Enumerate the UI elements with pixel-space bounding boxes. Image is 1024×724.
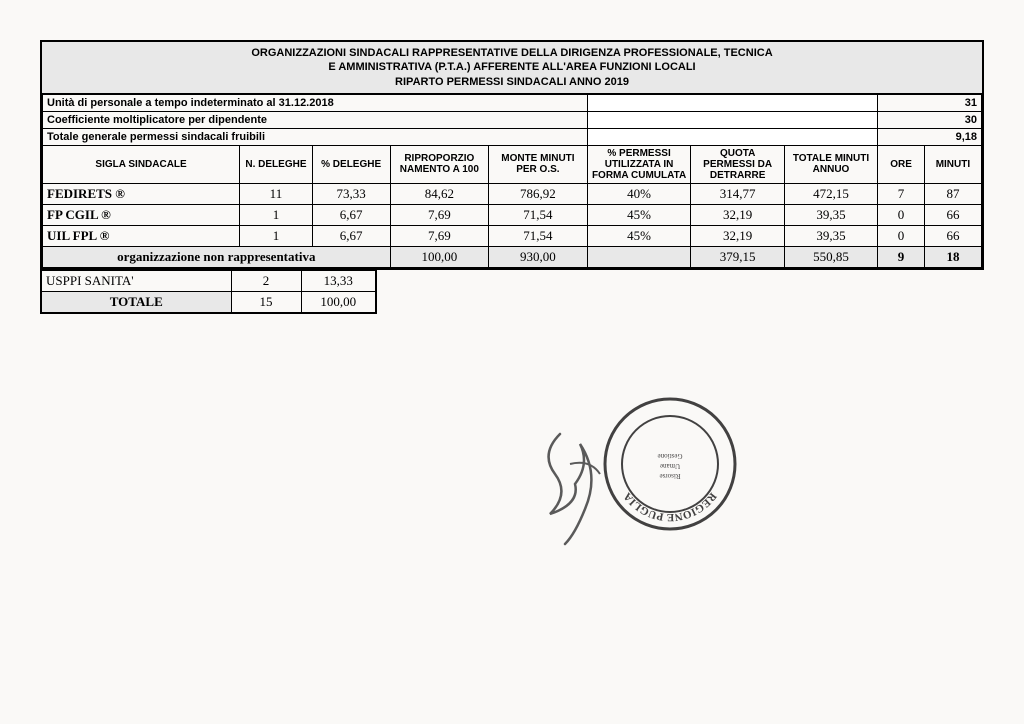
total-label: TOTALE xyxy=(41,291,231,313)
nonrep-monte: 930,00 xyxy=(489,246,588,267)
cell-ore: 0 xyxy=(878,204,925,225)
cell-quota: 32,19 xyxy=(691,225,784,246)
table-row: UIL FPL ® 1 6,67 7,69 71,54 45% 32,19 39… xyxy=(43,225,982,246)
cell-min: 87 xyxy=(924,183,981,204)
cell-ore: 0 xyxy=(878,225,925,246)
hdr-riproporzio: RIPROPORZIO NAMENTO A 100 xyxy=(390,145,489,183)
cell-pd: 73,33 xyxy=(312,183,390,204)
cell-pct: 45% xyxy=(587,225,691,246)
cell-rip: 84,62 xyxy=(390,183,489,204)
total-pd: 100,00 xyxy=(301,291,376,313)
nonrep-pct xyxy=(587,246,691,267)
info-gap-1 xyxy=(587,94,878,111)
cell-quota: 32,19 xyxy=(691,204,784,225)
extra-sigla: USPPI SANITA' xyxy=(41,270,231,291)
nonrep-tot: 550,85 xyxy=(784,246,877,267)
info-gap-3 xyxy=(587,128,878,145)
hdr-minuti: MINUTI xyxy=(924,145,981,183)
extra-nd: 2 xyxy=(231,270,301,291)
hdr-ndeleghe: N. DELEGHE xyxy=(240,145,313,183)
svg-text:Risorse: Risorse xyxy=(660,472,681,480)
total-row: TOTALE 15 100,00 xyxy=(41,291,376,313)
cell-monte: 71,54 xyxy=(489,204,588,225)
document-table: ORGANIZZAZIONI SINDACALI RAPPRESENTATIVE… xyxy=(40,40,984,270)
cell-rip: 7,69 xyxy=(390,225,489,246)
title-line-3: RIPARTO PERMESSI SINDACALI ANNO 2019 xyxy=(48,75,976,89)
extra-pd: 13,33 xyxy=(301,270,376,291)
cell-sigla: FP CGIL ® xyxy=(43,204,240,225)
cell-tot: 39,35 xyxy=(784,204,877,225)
title-line-2: E AMMINISTRATIVA (P.T.A.) AFFERENTE ALL'… xyxy=(48,60,976,74)
cell-ore: 7 xyxy=(878,183,925,204)
main-table: Unità di personale a tempo indeterminato… xyxy=(42,94,982,268)
nonrep-ore: 9 xyxy=(878,246,925,267)
nonrep-row: organizzazione non rappresentativa 100,0… xyxy=(43,246,982,267)
hdr-sigla: SIGLA SINDACALE xyxy=(43,145,240,183)
lower-table: USPPI SANITA' 2 13,33 TOTALE 15 100,00 xyxy=(40,270,377,314)
info-val-1: 31 xyxy=(878,94,982,111)
total-nd: 15 xyxy=(231,291,301,313)
cell-sigla: UIL FPL ® xyxy=(43,225,240,246)
cell-min: 66 xyxy=(924,204,981,225)
svg-text:Gestione: Gestione xyxy=(658,452,683,460)
info-row-2: Coefficiente moltiplicatore per dipenden… xyxy=(43,111,982,128)
info-row-1: Unità di personale a tempo indeterminato… xyxy=(43,94,982,111)
info-label-3: Totale generale permessi sindacali fruib… xyxy=(43,128,588,145)
hdr-pctdeleghe: % DELEGHE xyxy=(312,145,390,183)
hdr-monte: MONTE MINUTI PER O.S. xyxy=(489,145,588,183)
hdr-pctpermessi: % PERMESSI UTILIZZATA IN FORMA CUMULATA xyxy=(587,145,691,183)
stamp-signature-area: REGIONE PUGLIA Risorse Umane Gestione xyxy=(40,374,984,574)
hdr-totale-min: TOTALE MINUTI ANNUO xyxy=(784,145,877,183)
cell-sigla: FEDIRETS ® xyxy=(43,183,240,204)
cell-tot: 472,15 xyxy=(784,183,877,204)
svg-text:Umane: Umane xyxy=(660,462,680,470)
cell-nd: 1 xyxy=(240,225,313,246)
info-val-2: 30 xyxy=(878,111,982,128)
cell-pct: 45% xyxy=(587,204,691,225)
cell-nd: 1 xyxy=(240,204,313,225)
cell-pd: 6,67 xyxy=(312,225,390,246)
info-gap-2 xyxy=(587,111,878,128)
info-val-3: 9,18 xyxy=(878,128,982,145)
info-label-2: Coefficiente moltiplicatore per dipenden… xyxy=(43,111,588,128)
column-header-row: SIGLA SINDACALE N. DELEGHE % DELEGHE RIP… xyxy=(43,145,982,183)
hdr-ore: ORE xyxy=(878,145,925,183)
table-row: FP CGIL ® 1 6,67 7,69 71,54 45% 32,19 39… xyxy=(43,204,982,225)
extra-row: USPPI SANITA' 2 13,33 xyxy=(41,270,376,291)
cell-rip: 7,69 xyxy=(390,204,489,225)
cell-pd: 6,67 xyxy=(312,204,390,225)
nonrep-quota: 379,15 xyxy=(691,246,784,267)
hdr-quota: QUOTA PERMESSI DA DETRARRE xyxy=(691,145,784,183)
table-row: FEDIRETS ® 11 73,33 84,62 786,92 40% 314… xyxy=(43,183,982,204)
title-block: ORGANIZZAZIONI SINDACALI RAPPRESENTATIVE… xyxy=(42,42,982,94)
cell-min: 66 xyxy=(924,225,981,246)
nonrep-min: 18 xyxy=(924,246,981,267)
cell-monte: 786,92 xyxy=(489,183,588,204)
nonrep-rip: 100,00 xyxy=(390,246,489,267)
cell-tot: 39,35 xyxy=(784,225,877,246)
cell-quota: 314,77 xyxy=(691,183,784,204)
stamp-icon: REGIONE PUGLIA Risorse Umane Gestione xyxy=(600,394,740,534)
cell-pct: 40% xyxy=(587,183,691,204)
info-row-3: Totale generale permessi sindacali fruib… xyxy=(43,128,982,145)
title-line-1: ORGANIZZAZIONI SINDACALI RAPPRESENTATIVE… xyxy=(48,46,976,60)
cell-monte: 71,54 xyxy=(489,225,588,246)
nonrep-label: organizzazione non rappresentativa xyxy=(43,246,391,267)
info-label-1: Unità di personale a tempo indeterminato… xyxy=(43,94,588,111)
cell-nd: 11 xyxy=(240,183,313,204)
